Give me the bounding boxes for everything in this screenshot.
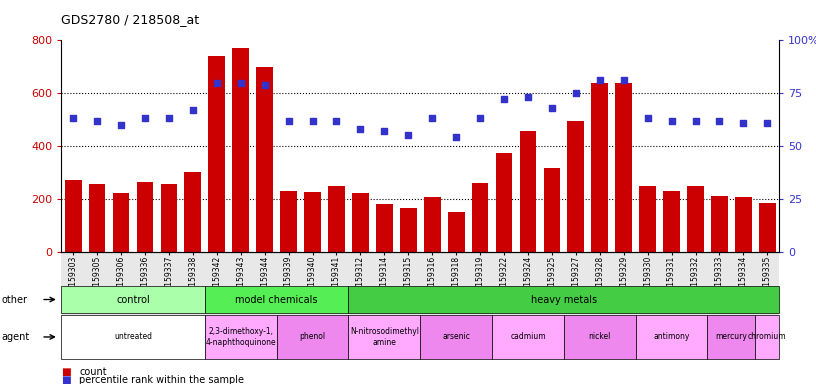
- Point: [737, 120, 750, 126]
- Point: [354, 126, 367, 132]
- Bar: [400, 208, 417, 252]
- Text: N-nitrosodimethyl
amine: N-nitrosodimethyl amine: [350, 327, 419, 347]
- Point: [330, 118, 343, 124]
- Bar: [184, 172, 202, 252]
- Text: agent: agent: [2, 332, 30, 342]
- Bar: [472, 183, 489, 252]
- Point: [713, 118, 726, 124]
- Bar: [592, 83, 608, 252]
- Bar: [735, 197, 752, 252]
- Point: [545, 105, 558, 111]
- Bar: [280, 191, 297, 252]
- Point: [378, 128, 391, 134]
- Point: [761, 120, 774, 126]
- Bar: [759, 203, 776, 252]
- Bar: [567, 121, 584, 252]
- Point: [426, 115, 439, 121]
- Point: [67, 115, 80, 121]
- Point: [258, 82, 271, 88]
- Bar: [304, 192, 321, 252]
- Bar: [639, 185, 656, 252]
- Text: heavy metals: heavy metals: [530, 295, 597, 305]
- Point: [186, 107, 199, 113]
- Bar: [161, 184, 177, 252]
- Point: [665, 118, 678, 124]
- Text: antimony: antimony: [654, 333, 690, 341]
- Point: [234, 79, 247, 86]
- Text: arsenic: arsenic: [442, 333, 470, 341]
- Text: phenol: phenol: [299, 333, 326, 341]
- Point: [689, 118, 702, 124]
- Point: [139, 115, 152, 121]
- Text: control: control: [116, 295, 150, 305]
- Text: chromium: chromium: [748, 333, 787, 341]
- Bar: [663, 191, 680, 252]
- Point: [114, 122, 127, 128]
- Point: [617, 78, 630, 84]
- Bar: [424, 197, 441, 252]
- Text: GDS2780 / 218508_at: GDS2780 / 218508_at: [61, 13, 199, 26]
- Point: [473, 115, 486, 121]
- Point: [306, 118, 319, 124]
- Bar: [136, 182, 153, 252]
- Point: [91, 118, 104, 124]
- Text: ■: ■: [61, 367, 71, 377]
- Point: [282, 118, 295, 124]
- Text: untreated: untreated: [114, 333, 152, 341]
- Bar: [89, 184, 105, 252]
- Text: mercury: mercury: [716, 333, 747, 341]
- Bar: [256, 67, 273, 252]
- Text: nickel: nickel: [588, 333, 611, 341]
- Point: [570, 90, 583, 96]
- Text: other: other: [2, 295, 28, 305]
- Bar: [233, 48, 249, 252]
- Point: [641, 115, 654, 121]
- Bar: [543, 168, 561, 252]
- Text: model chemicals: model chemicals: [235, 295, 318, 305]
- Bar: [328, 185, 345, 252]
- Bar: [113, 193, 130, 252]
- Point: [211, 79, 224, 86]
- Bar: [615, 83, 632, 252]
- Bar: [711, 196, 728, 252]
- Bar: [208, 56, 225, 252]
- Bar: [687, 186, 704, 252]
- Point: [593, 78, 606, 84]
- Point: [401, 132, 415, 139]
- Text: 2,3-dimethoxy-1,
4-naphthoquinone: 2,3-dimethoxy-1, 4-naphthoquinone: [206, 327, 276, 347]
- Text: cadmium: cadmium: [510, 333, 546, 341]
- Text: count: count: [79, 367, 107, 377]
- Bar: [495, 152, 512, 252]
- Text: ■: ■: [61, 375, 71, 384]
- Bar: [448, 212, 464, 252]
- Point: [498, 96, 511, 103]
- Text: percentile rank within the sample: percentile rank within the sample: [79, 375, 244, 384]
- Point: [521, 94, 534, 101]
- Bar: [376, 204, 392, 252]
- Point: [162, 115, 175, 121]
- Bar: [520, 131, 536, 252]
- Point: [450, 134, 463, 141]
- Bar: [64, 180, 82, 252]
- Bar: [352, 194, 369, 252]
